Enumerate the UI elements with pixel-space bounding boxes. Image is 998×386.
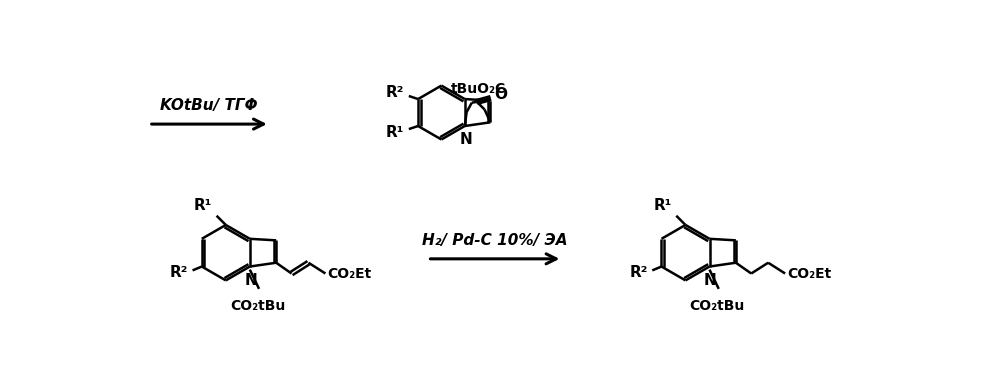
- Text: R²: R²: [630, 265, 648, 280]
- Text: tBuO₂C: tBuO₂C: [451, 81, 506, 96]
- Text: CO₂tBu: CO₂tBu: [690, 299, 745, 313]
- Text: R¹: R¹: [654, 198, 672, 213]
- Text: KOtBu/ ТГΦ: KOtBu/ ТГΦ: [161, 98, 258, 113]
- Text: N: N: [459, 132, 472, 147]
- Text: R¹: R¹: [386, 125, 404, 140]
- Text: N: N: [704, 273, 717, 288]
- Text: O: O: [495, 88, 508, 102]
- Text: CO₂tBu: CO₂tBu: [230, 299, 285, 313]
- Text: R¹: R¹: [194, 198, 212, 213]
- Text: CO₂Et: CO₂Et: [787, 266, 831, 281]
- Text: R²: R²: [386, 85, 404, 100]
- Text: N: N: [245, 273, 256, 288]
- Text: H₂/ Pd-C 10%/ ЭA: H₂/ Pd-C 10%/ ЭA: [422, 233, 568, 248]
- Text: R²: R²: [170, 265, 188, 280]
- Text: CO₂Et: CO₂Et: [327, 266, 372, 281]
